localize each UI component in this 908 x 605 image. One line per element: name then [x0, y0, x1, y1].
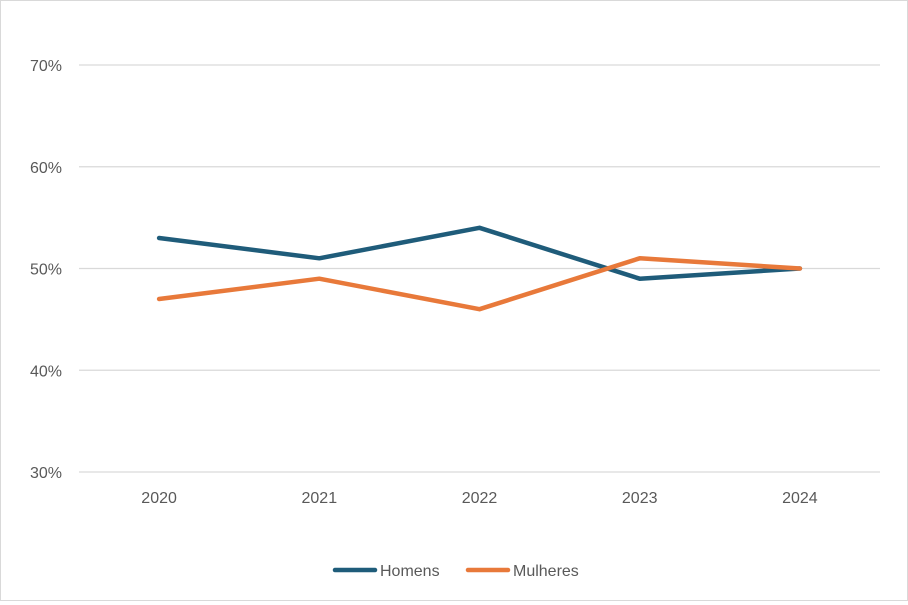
x-tick-label-2021: 2021 [302, 490, 338, 507]
legend-label-mulheres: Mulheres [513, 563, 579, 580]
y-tick-label: 50% [30, 262, 62, 279]
x-tick-label-2023: 2023 [622, 490, 658, 507]
x-tick-label-2022: 2022 [462, 490, 498, 507]
gridlines [79, 64, 880, 473]
y-tick-label: 40% [30, 363, 62, 380]
series-lines [156, 225, 803, 312]
series-line-mulheres [156, 256, 803, 312]
series-line-homens [156, 225, 803, 281]
y-tick-label: 30% [30, 465, 62, 482]
y-axis-tick-labels: 30% 40% 50% 60% 70% [30, 58, 62, 482]
legend: Homens Mulheres [332, 563, 579, 580]
x-axis-tick-labels: 2020 2021 2022 2023 2024 [141, 490, 817, 507]
legend-label-homens: Homens [380, 563, 440, 580]
y-tick-label: 60% [30, 160, 62, 177]
x-tick-label-2024: 2024 [782, 490, 818, 507]
x-tick-label-2020: 2020 [141, 490, 177, 507]
y-tick-label: 70% [30, 58, 62, 75]
